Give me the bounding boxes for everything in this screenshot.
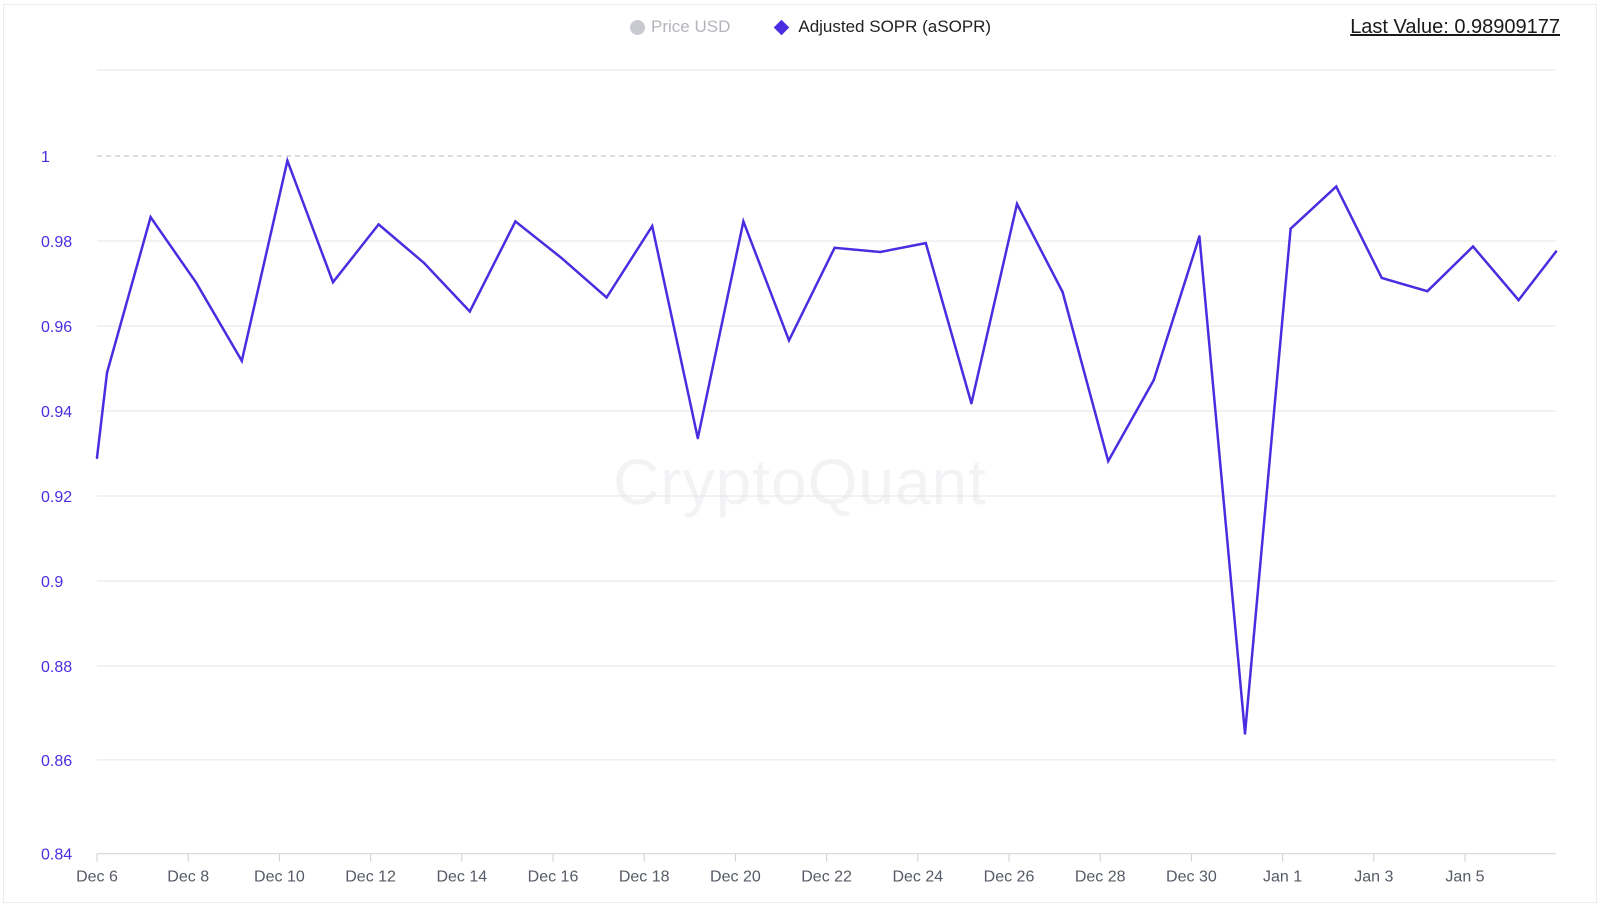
data-point [1152,378,1156,382]
legend-item-asopr[interactable]: Adjusted SOPR (aSOPR) [774,17,991,37]
legend-label-price-usd: Price USD [651,17,731,36]
legend-label-asopr: Adjusted SOPR (aSOPR) [798,17,992,36]
data-point [377,223,380,226]
data-point [331,281,335,284]
x-tick-label: Dec 30 [1166,869,1217,886]
y-tick-label: 0.84 [41,847,72,864]
data-point [149,216,152,219]
data-point [651,224,654,228]
data-point [1061,290,1064,294]
y-tick-label: 0.94 [41,404,72,421]
x-tick-label: Dec 18 [619,869,670,886]
y-tick-label: 0.92 [41,489,72,506]
series-line-asopr [95,156,1558,734]
x-tick-label: Dec 28 [1075,869,1126,886]
data-point [879,250,882,254]
y-tick-label: 0.98 [41,234,72,251]
last-value-link[interactable]: Last Value: 0.98909177 [1350,16,1560,38]
x-tick-label: Dec 12 [345,869,396,886]
grid-layer [97,69,1556,761]
y-tick-label: 0.88 [41,659,72,676]
data-point [1471,245,1475,248]
legend: Price USD Adjusted SOPR (aSOPR) [630,15,1035,39]
data-point [286,159,289,162]
data-point [1554,250,1558,253]
x-tick-label: Dec 6 [76,869,118,886]
x-tick-label: Jan 1 [1263,869,1302,886]
x-tick-label: Jan 5 [1445,869,1484,886]
data-point [559,256,563,259]
data-point [696,437,699,440]
data-point [1243,732,1247,735]
data-point [240,359,243,363]
y-tick-label: 1 [41,149,50,166]
data-point [970,402,973,405]
y-tick-label: 0.86 [41,753,72,770]
data-point [1015,202,1019,206]
data-point [105,371,109,374]
circle-icon [630,19,645,35]
x-tick-label: Dec 20 [710,869,761,886]
data-point [1289,227,1292,230]
data-point [423,261,426,265]
data-point [95,456,99,459]
data-point [1335,185,1338,188]
x-tick-label: Dec 10 [254,869,305,886]
data-point [833,246,836,249]
x-tick-label: Dec 14 [436,869,487,886]
x-tick-label: Jan 3 [1354,869,1393,886]
data-point [924,241,927,245]
y-tick-label: 0.9 [41,574,63,591]
data-point [468,310,471,313]
data-point [1517,298,1520,302]
data-point [195,281,198,284]
data-point [787,339,791,342]
series-layer [95,156,1558,735]
y-tick-label: 0.96 [41,319,72,336]
data-point [1198,235,1201,238]
x-tick-label: Dec 8 [167,869,209,886]
data-point [605,296,608,299]
data-point [514,220,517,223]
x-tick-label: Dec 24 [892,869,943,886]
x-tick-label: Dec 26 [984,869,1035,886]
data-point [1426,289,1429,293]
data-point [742,220,745,223]
x-tick-label: Dec 22 [801,869,852,886]
data-point [1107,459,1110,463]
axis-layer: 0.84 0.86 0.88 0.9 0.92 0.94 0.96 0.98 1 Dec 6 Dec… [41,149,1556,886]
legend-item-price-usd[interactable]: Price USD [630,17,730,37]
data-point [1380,276,1384,280]
x-tick-label: Dec 16 [528,869,579,886]
chart-frame [3,4,1597,903]
